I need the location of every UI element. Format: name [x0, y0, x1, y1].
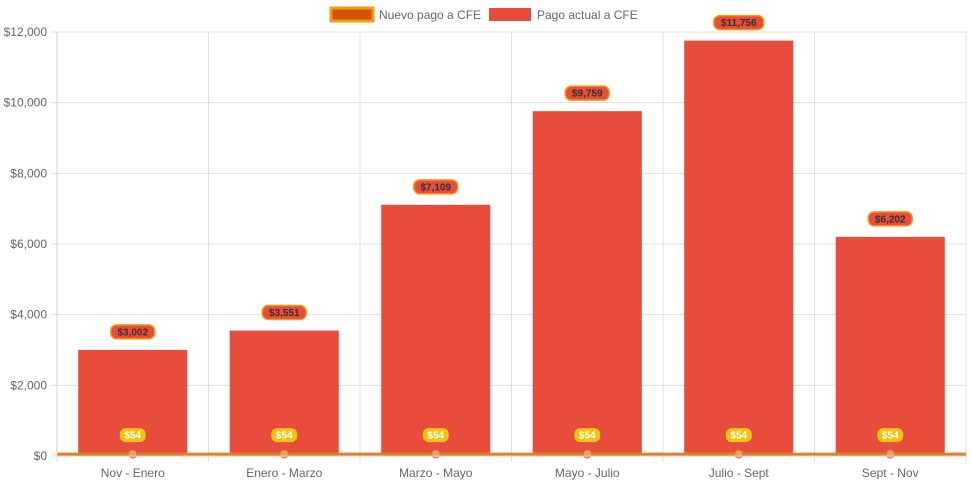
legend-swatch: [329, 6, 375, 23]
y-tick-label: $8,000: [10, 166, 47, 180]
bar-label-bg: [867, 211, 913, 227]
x-tick-label: Marzo - Mayo: [399, 466, 473, 480]
bar[interactable]: [381, 204, 491, 456]
line-series: [57, 449, 966, 459]
bar-data-label: $11,756: [721, 18, 757, 29]
line-label-bg: [574, 428, 601, 443]
bars: [78, 40, 945, 456]
bar-data-label: $6,202: [875, 214, 906, 225]
line-point[interactable]: [885, 449, 895, 459]
y-tick-label: $10,000: [4, 96, 48, 110]
line-label-bg: [271, 428, 298, 443]
y-tick-label: $4,000: [10, 308, 47, 322]
bar[interactable]: [684, 40, 794, 456]
line-point[interactable]: [734, 449, 744, 459]
bar-data-label: $3,551: [269, 308, 300, 319]
x-tick-label: Sept - Nov: [862, 466, 919, 480]
legend-item-pago-actual[interactable]: Pago actual a CFE: [489, 8, 638, 22]
line-point[interactable]: [582, 449, 592, 459]
y-tick-label: $12,000: [4, 25, 48, 39]
x-tick-label: Julio - Sept: [709, 466, 770, 480]
axes: $0 $2,000 $4,000 $6,000 $8,000 $10,000 $12,000…: [4, 25, 966, 480]
line-label-bg: [422, 428, 449, 443]
line-data-label: $54: [882, 431, 899, 442]
grid: [51, 31, 967, 462]
bar[interactable]: [835, 236, 945, 456]
legend: Nuevo pago a CFE Pago actual a CFE: [329, 6, 638, 23]
data-labels: $3,002 $3,551 $7,109 $9,759 $11,756 $6,202 $54…: [110, 14, 913, 443]
bar-data-label: $3,002: [117, 327, 148, 338]
x-tick-label: Nov - Enero: [101, 466, 165, 480]
line-data-label: $54: [579, 431, 596, 442]
bar[interactable]: [532, 111, 642, 456]
line-data-label: $54: [124, 431, 141, 442]
bar-data-label: $9,759: [572, 89, 603, 100]
line-label-bg: [725, 428, 752, 443]
bar-label-bg: [413, 179, 459, 195]
line-point[interactable]: [279, 449, 289, 459]
line-data-label: $54: [276, 431, 293, 442]
bar-label-bg: [564, 85, 610, 101]
y-tick-label: $6,000: [10, 237, 47, 251]
line-data-label: $54: [427, 431, 444, 442]
line-data-label: $54: [730, 431, 747, 442]
bar-label-bg: [110, 324, 156, 340]
bar-label-bg: [713, 14, 765, 31]
bar-label-bg: [261, 304, 307, 321]
y-tick-label: $0: [34, 449, 48, 463]
x-tick-label: Mayo - Julio: [555, 466, 620, 480]
line-label-bg: [877, 428, 904, 443]
line-point[interactable]: [431, 449, 441, 459]
legend-label: Pago actual a CFE: [537, 8, 638, 22]
legend-label: Nuevo pago a CFE: [379, 8, 481, 22]
line-point[interactable]: [128, 449, 138, 459]
y-tick-label: $2,000: [10, 378, 47, 392]
bar-data-label: $7,109: [420, 182, 451, 193]
x-tick-label: Enero - Marzo: [246, 466, 322, 480]
legend-item-nuevo-pago[interactable]: Nuevo pago a CFE: [329, 6, 481, 23]
legend-swatch: [489, 8, 531, 21]
line-label-bg: [119, 428, 146, 443]
